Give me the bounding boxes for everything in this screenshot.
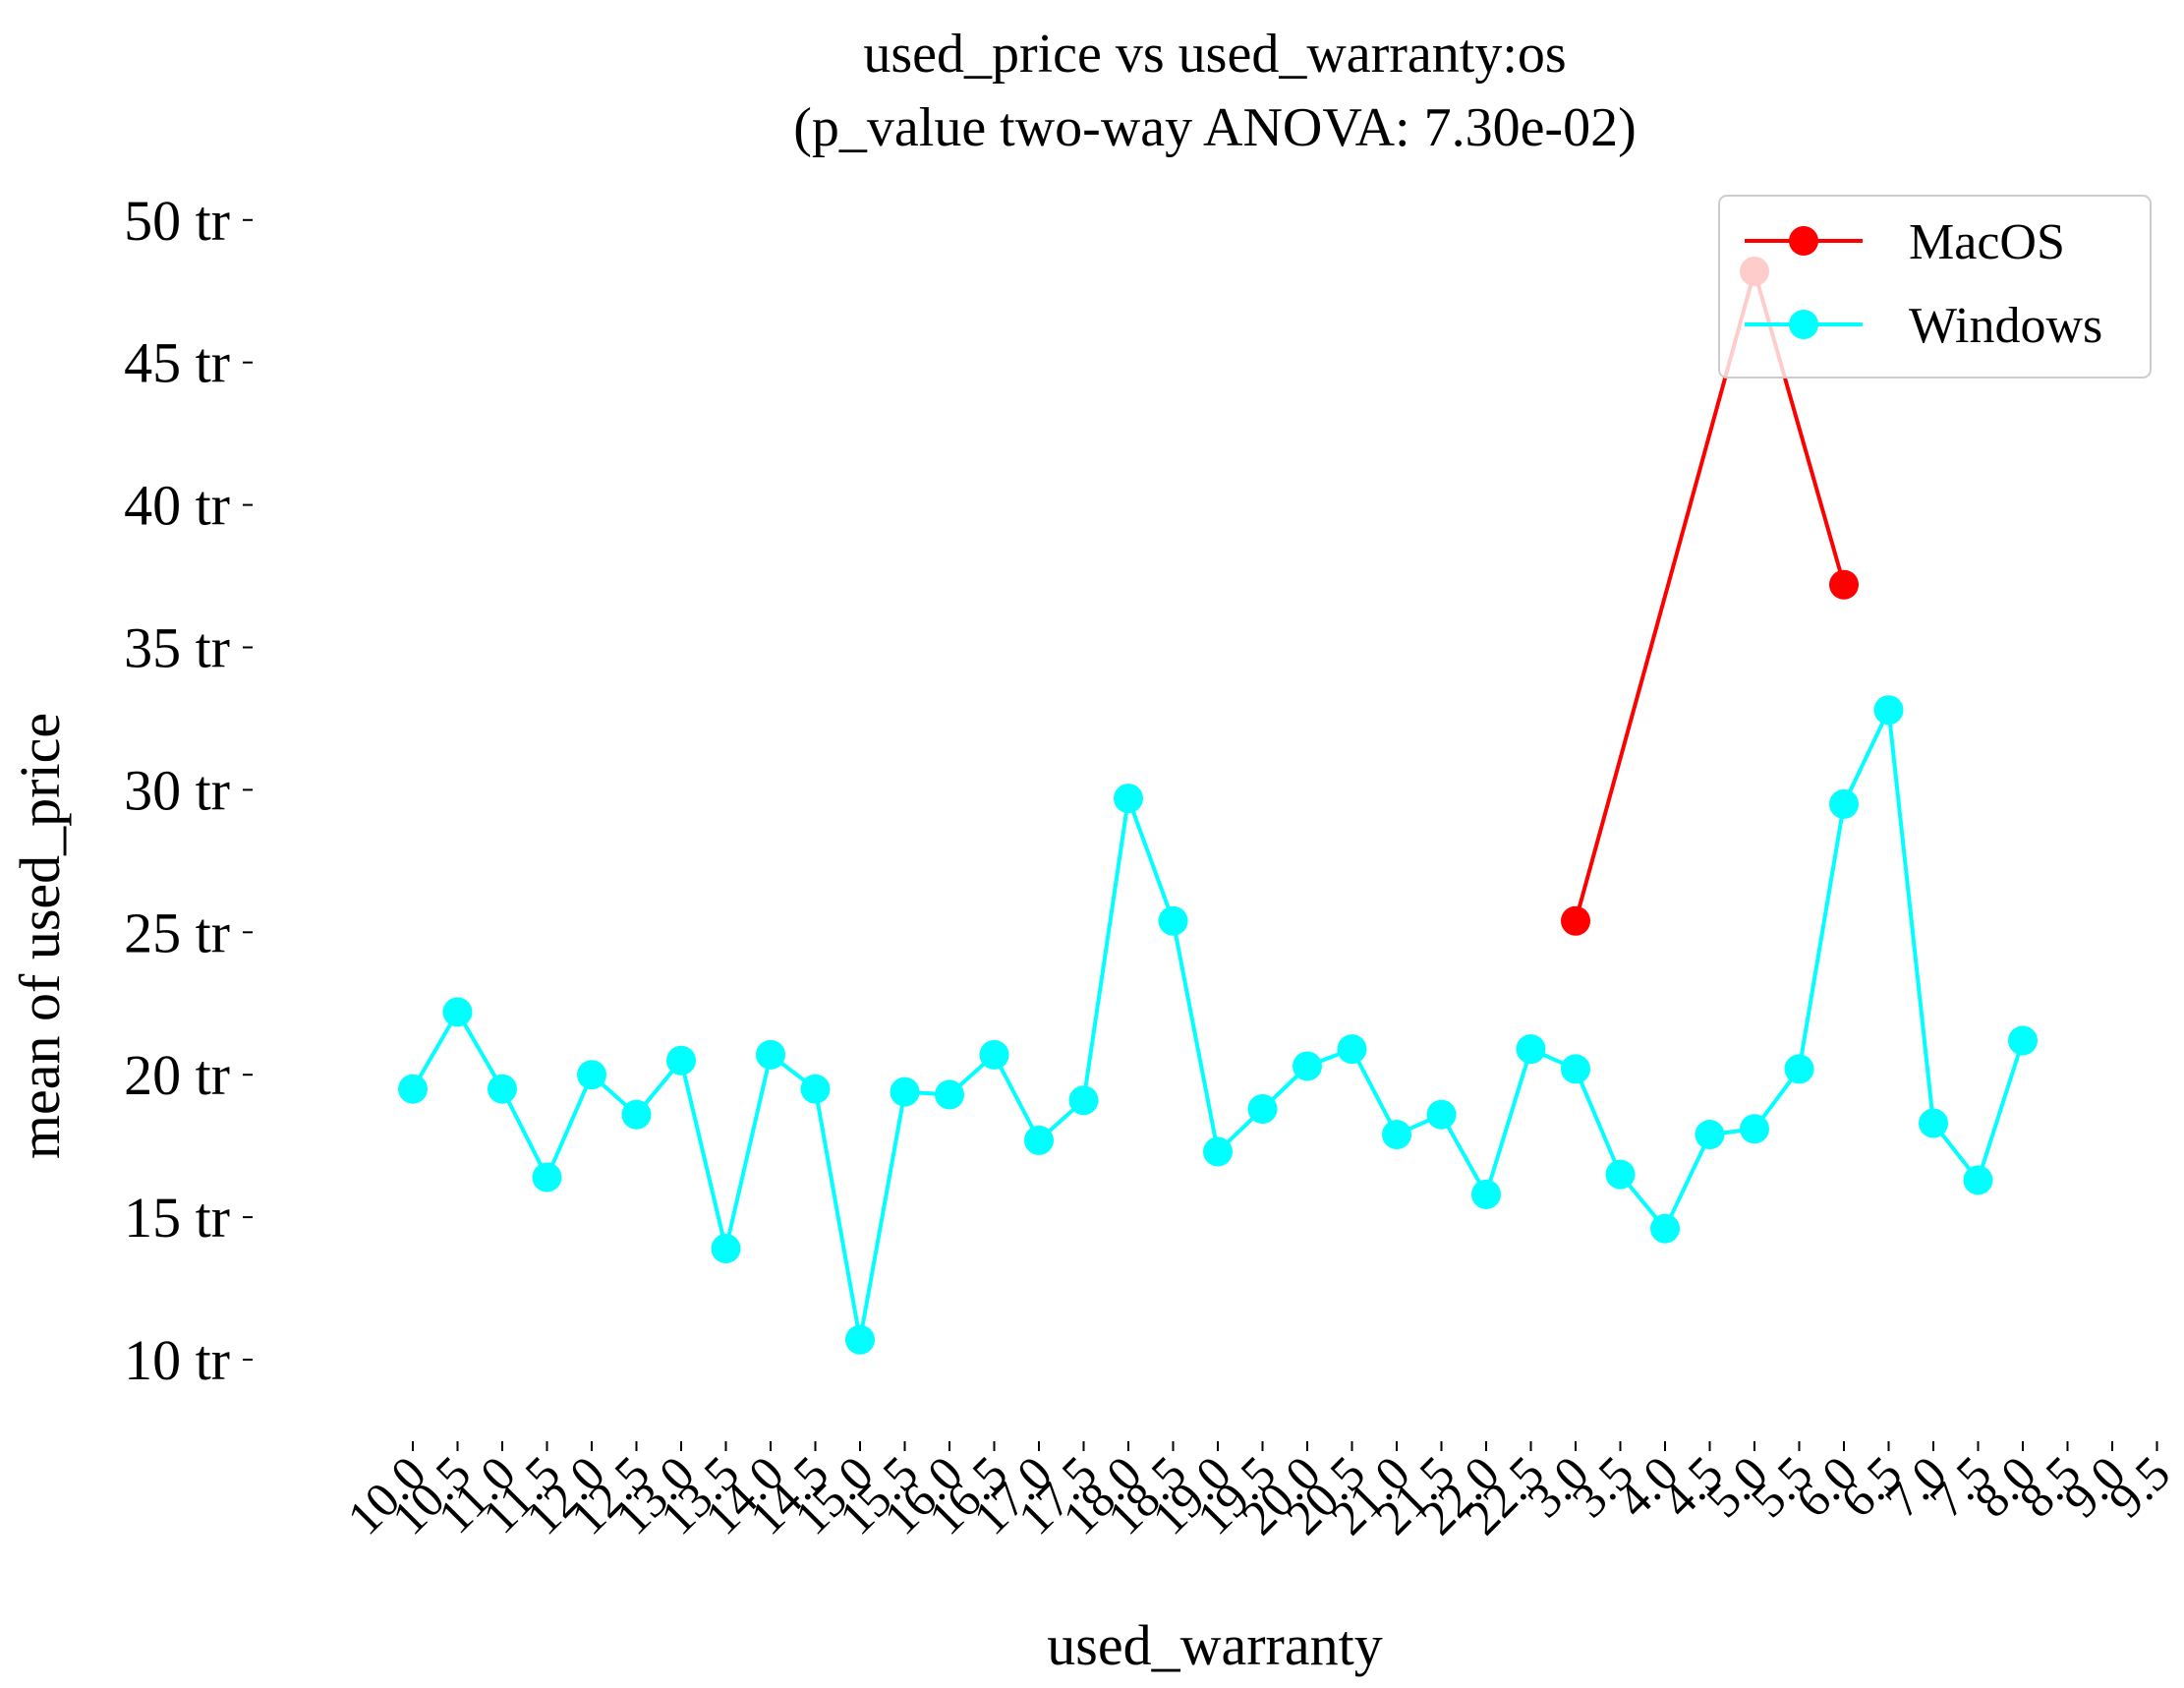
data-point-windows bbox=[666, 1045, 696, 1076]
x-axis-label: used_warranty bbox=[1047, 1613, 1382, 1677]
data-point-windows bbox=[1426, 1099, 1457, 1130]
data-point-macos bbox=[1829, 569, 1859, 600]
data-point-windows bbox=[1829, 788, 1859, 819]
data-point-windows bbox=[711, 1233, 741, 1263]
legend-marker-macos bbox=[1789, 226, 1818, 256]
data-point-windows bbox=[1068, 1085, 1099, 1116]
y-tick-label: 10 tr bbox=[124, 1328, 230, 1392]
y-tick-label: 50 tr bbox=[124, 189, 230, 253]
data-point-windows bbox=[1471, 1179, 1501, 1209]
data-point-windows bbox=[621, 1099, 652, 1130]
y-tick-label: 35 tr bbox=[124, 616, 230, 680]
x-tick-label: 9.5 bbox=[2098, 1445, 2180, 1528]
data-point-windows bbox=[890, 1077, 920, 1107]
y-tick-label: 25 tr bbox=[124, 901, 230, 964]
y-tick-label: 45 tr bbox=[124, 331, 230, 395]
data-point-windows bbox=[1382, 1120, 1411, 1150]
data-point-windows bbox=[1247, 1093, 1278, 1124]
y-tick-label: 30 tr bbox=[124, 758, 230, 822]
y-axis: 10 tr 15 tr 20 tr 25 tr 30 tr 35 tr 40 tr 45 tr… bbox=[124, 189, 253, 1392]
legend-label-macos: MacOS bbox=[1909, 214, 2065, 270]
data-point-windows bbox=[1337, 1034, 1367, 1065]
y-tick-label: 20 tr bbox=[124, 1043, 230, 1107]
data-point-windows bbox=[2008, 1025, 2038, 1056]
data-point-windows bbox=[756, 1039, 785, 1070]
data-point-windows bbox=[1203, 1136, 1233, 1167]
data-point-windows bbox=[979, 1039, 1009, 1070]
data-point-windows bbox=[1158, 905, 1188, 936]
data-point-windows bbox=[935, 1079, 964, 1110]
data-point-windows bbox=[1873, 695, 1904, 726]
chart-subtitle: (p_value two-way ANOVA: 7.30e-02) bbox=[793, 97, 1636, 158]
series-layer bbox=[398, 256, 2038, 1355]
chart-title: used_price vs used_warranty:os bbox=[863, 24, 1566, 85]
y-axis-label: mean of used_price bbox=[8, 713, 72, 1159]
data-point-windows bbox=[1963, 1165, 1993, 1195]
data-point-windows bbox=[1516, 1034, 1546, 1065]
legend: MacOS Windows bbox=[1718, 195, 2152, 378]
series-line-windows bbox=[411, 708, 2025, 1342]
data-point-windows bbox=[1919, 1108, 1948, 1138]
data-point-windows bbox=[1784, 1054, 1814, 1084]
y-tick-label: 15 tr bbox=[124, 1186, 230, 1250]
legend-label-windows: Windows bbox=[1909, 298, 2102, 354]
data-point-windows bbox=[1024, 1125, 1054, 1155]
legend-item-windows: Windows bbox=[1745, 298, 2102, 354]
data-point-windows bbox=[1561, 1054, 1590, 1084]
legend-marker-windows bbox=[1789, 310, 1818, 339]
data-point-windows bbox=[845, 1324, 875, 1355]
series-windows bbox=[398, 695, 2038, 1355]
data-point-windows bbox=[1293, 1051, 1322, 1081]
data-point-windows bbox=[1695, 1120, 1725, 1150]
data-point-windows bbox=[577, 1060, 606, 1090]
data-point-windows bbox=[1650, 1213, 1680, 1244]
data-point-windows bbox=[442, 997, 473, 1027]
data-point-windows bbox=[1114, 784, 1143, 814]
data-point-windows bbox=[1740, 1114, 1769, 1144]
data-point-macos bbox=[1561, 905, 1590, 936]
legend-item-macos: MacOS bbox=[1745, 214, 2065, 270]
data-point-windows bbox=[1605, 1159, 1636, 1190]
data-point-windows bbox=[488, 1074, 517, 1104]
data-point-windows bbox=[800, 1074, 831, 1104]
x-axis: 10.010.511.011.512.012.513.013.514.014.5… bbox=[336, 1441, 2180, 1545]
data-point-windows bbox=[398, 1074, 428, 1104]
y-tick-label: 40 tr bbox=[124, 474, 230, 538]
data-point-windows bbox=[532, 1162, 562, 1193]
